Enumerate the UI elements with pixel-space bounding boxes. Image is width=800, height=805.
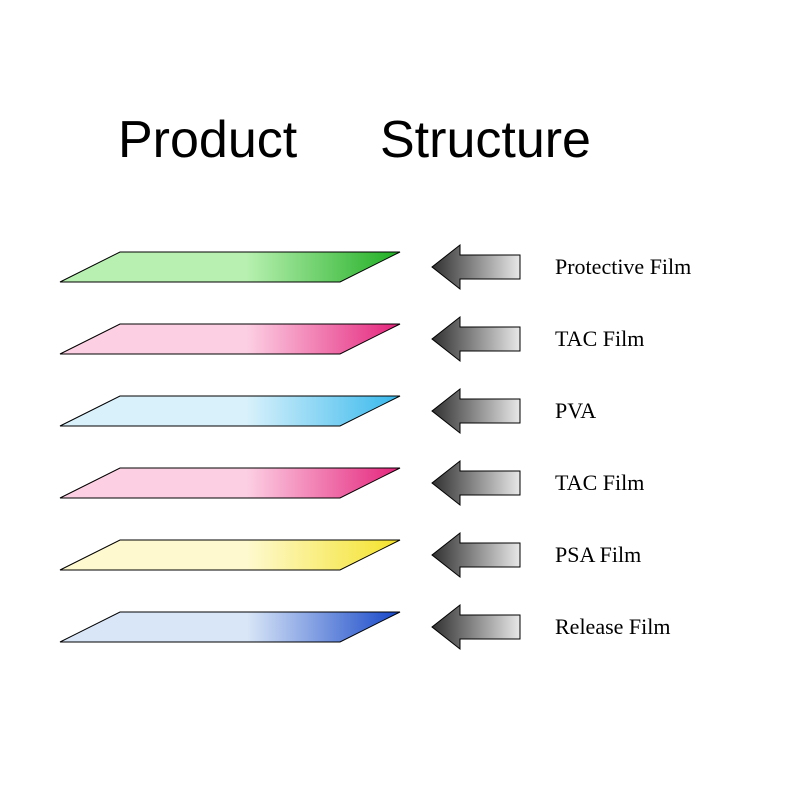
layer-slab-3 [60, 468, 400, 498]
layer-slab-0 [60, 252, 400, 282]
layer-label-2: PVA [555, 398, 596, 424]
diagram-stage: Product Structure Protective Film TAC Fil… [0, 0, 800, 800]
layer-slab-2 [60, 396, 400, 426]
layer-slab-4 [60, 540, 400, 570]
arrow-left-icon [432, 389, 520, 433]
layer-label-0: Protective Film [555, 254, 691, 280]
arrow-left-icon [432, 317, 520, 361]
layer-label-1: TAC Film [555, 326, 644, 352]
arrow-left-icon [432, 605, 520, 649]
layer-label-5: Release Film [555, 614, 670, 640]
title-word-1: Product [118, 110, 297, 170]
layer-label-3: TAC Film [555, 470, 644, 496]
layer-slab-1 [60, 324, 400, 354]
title-word-2: Structure [380, 110, 591, 170]
arrow-left-icon [432, 533, 520, 577]
layer-label-4: PSA Film [555, 542, 641, 568]
layer-slab-5 [60, 612, 400, 642]
arrow-left-icon [432, 245, 520, 289]
arrow-left-icon [432, 461, 520, 505]
